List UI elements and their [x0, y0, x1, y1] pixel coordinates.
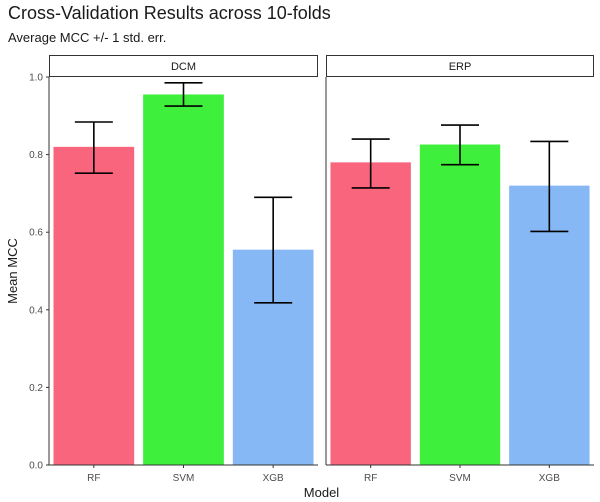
y-tick-label: 0.2 [29, 383, 43, 394]
y-axis-title: Mean MCC [5, 238, 20, 304]
bar [330, 162, 411, 466]
bar [53, 146, 135, 465]
facet-label: ERP [449, 61, 472, 73]
x-tick-label: SVM [173, 473, 195, 484]
x-tick-label: XGB [539, 473, 560, 484]
facet-label: DCM [171, 61, 196, 73]
y-tick-label: 0.6 [29, 228, 43, 239]
x-tick-label: RF [87, 473, 100, 484]
y-tick-label: 0.8 [29, 150, 43, 161]
y-tick-label: 1.0 [29, 73, 43, 84]
y-tick-label: 0.4 [29, 305, 43, 316]
x-tick-label: XGB [263, 473, 284, 484]
chart-title: Cross-Validation Results across 10-folds [8, 3, 331, 23]
x-axis-title: Model [304, 485, 340, 500]
chart-subtitle: Average MCC +/- 1 std. err. [8, 30, 167, 45]
bar [419, 144, 501, 465]
facet-strip [49, 55, 318, 77]
x-tick-label: RF [364, 473, 377, 484]
x-tick-label: SVM [449, 473, 471, 484]
bar [143, 94, 224, 466]
facet-strip [326, 55, 594, 77]
y-tick-label: 0.0 [29, 461, 43, 472]
